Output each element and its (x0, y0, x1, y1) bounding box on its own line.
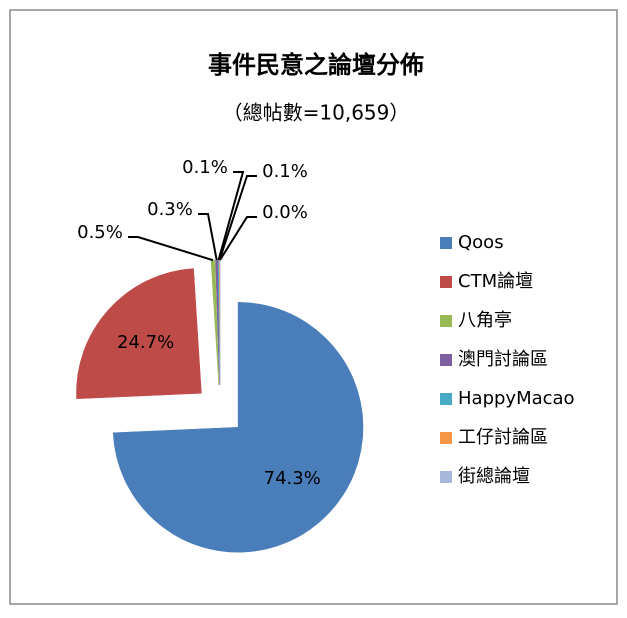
leader-line (128, 236, 214, 262)
leader-line (198, 213, 218, 261)
legend-swatch (440, 276, 452, 288)
pie-slice (112, 302, 364, 553)
pie-slice (76, 268, 202, 400)
data-label: 24.7% (117, 332, 174, 353)
data-label: 0.1% (182, 157, 228, 178)
legend-swatch (440, 393, 452, 405)
legend-swatch (440, 354, 452, 366)
legend-swatch (440, 471, 452, 483)
data-label: 0.3% (147, 199, 193, 220)
legend-label: CTM論壇 (458, 271, 533, 292)
pie-slice (215, 259, 220, 386)
legend-label: 澳門討論區 (458, 349, 548, 370)
legend-label: 八角亭 (458, 310, 512, 331)
legend-label: 工仔討論區 (458, 427, 548, 448)
leader-line (219, 216, 257, 261)
chart-subtitle: （總帖數=10,659） (223, 101, 410, 125)
data-label: 0.5% (77, 222, 123, 243)
leader-line (218, 175, 257, 261)
legend-label: Qoos (458, 232, 504, 253)
data-label: 74.3% (264, 468, 321, 489)
legend-swatch (440, 432, 452, 444)
chart-title: 事件民意之論壇分佈 (208, 51, 424, 79)
leader-line (217, 171, 245, 261)
data-label: 0.1% (262, 161, 308, 182)
legend-swatch (440, 237, 452, 249)
legend-label: 街總論壇 (458, 466, 530, 487)
data-label: 0.0% (262, 202, 308, 223)
legend-swatch (440, 315, 452, 327)
legend-label: HappyMacao (458, 388, 575, 409)
